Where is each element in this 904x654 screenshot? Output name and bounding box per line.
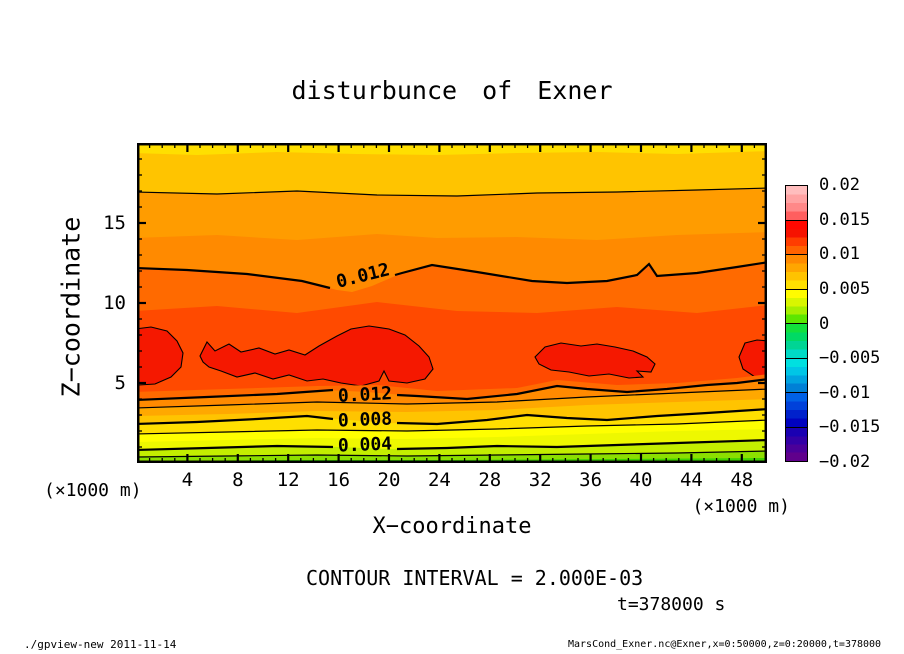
contour-label-lower: 0.012 <box>337 383 392 407</box>
colorbar-segment <box>786 254 807 289</box>
colorbar <box>785 185 808 462</box>
contour-line-0.012-upper <box>394 261 767 285</box>
maximum-blob <box>199 325 434 387</box>
x-tick-label: 32 <box>528 469 552 491</box>
colorbar-label: −0.005 <box>819 348 881 369</box>
x-tick-label: 44 <box>679 469 703 491</box>
contour-line-0.012-lower <box>396 378 767 401</box>
colorbar-segment <box>786 186 807 220</box>
x-tick-label: 36 <box>579 469 603 491</box>
colorbar-segment <box>786 288 807 323</box>
colorbar-label: 0.01 <box>819 244 860 265</box>
colorbar-segment <box>786 357 807 392</box>
x-unit-label-left: (×1000 m) <box>44 480 142 501</box>
y-tick-label: 5 <box>114 372 126 394</box>
contour-line-0.010-lower <box>137 388 767 409</box>
x-axis-label: X−coordinate <box>372 514 532 539</box>
contour-interval-text: CONTOUR INTERVAL = 2.000E-03 <box>306 566 644 590</box>
contour-line-0.006 <box>137 419 767 435</box>
x-tick-label: 28 <box>478 469 502 491</box>
colorbar-label: −0.015 <box>819 417 881 438</box>
chart-title: disturbunce of Exner <box>291 76 613 105</box>
x-tick-label: 40 <box>629 469 653 491</box>
contour-line-0.008 <box>396 408 767 426</box>
x-tick-label: 8 <box>232 469 244 491</box>
y-tick-label: 10 <box>103 292 126 314</box>
footer-source-text: MarsCond_Exner.nc@Exner,x=0:50000,z=0:20… <box>568 639 882 650</box>
contour-label-lower: 0.008 <box>338 409 393 432</box>
x-tick-label: 4 <box>181 469 194 491</box>
colorbar-label: 0.005 <box>819 278 871 299</box>
colorbar-label: 0.02 <box>819 175 860 195</box>
contour-line-0.010-upper <box>137 187 767 197</box>
x-tick-label: 12 <box>276 469 300 491</box>
contour-line-0.004 <box>396 438 767 451</box>
contour-line-0.002 <box>137 450 767 458</box>
y-tick-label: 15 <box>103 212 126 234</box>
contour-line-0.008 <box>137 414 334 426</box>
maximum-blob <box>534 342 656 379</box>
contour-line-0.004 <box>137 444 334 452</box>
colorbar-segment <box>786 392 807 427</box>
x-tick-label: 48 <box>730 469 754 491</box>
footer-command-text: ./gpview-new 2011-11-14 <box>24 638 177 651</box>
colorbar-label: −0.01 <box>819 382 871 403</box>
colorbar-label: 0 <box>819 313 830 334</box>
time-label: t=378000 s <box>617 594 726 615</box>
contour-plot: 0.012 0.012 0.008 0.004 <box>137 143 767 463</box>
x-tick-label: 16 <box>327 469 351 491</box>
colorbar-label: 0.015 <box>819 209 871 230</box>
contour-line-0.012-lower <box>137 388 334 402</box>
plot-frame <box>137 143 767 463</box>
x-tick-label: 20 <box>377 469 401 491</box>
x-tick-label: 24 <box>427 469 451 491</box>
contour-line-0.012-upper <box>137 266 331 290</box>
colorbar-segment <box>786 426 807 461</box>
colorbar-label: −0.02 <box>819 452 871 472</box>
contour-label-lower: 0.004 <box>338 434 393 457</box>
colorbar-segment <box>786 219 807 254</box>
x-unit-label-right: (×1000 m) <box>692 496 790 517</box>
colorbar-segment <box>786 323 807 358</box>
